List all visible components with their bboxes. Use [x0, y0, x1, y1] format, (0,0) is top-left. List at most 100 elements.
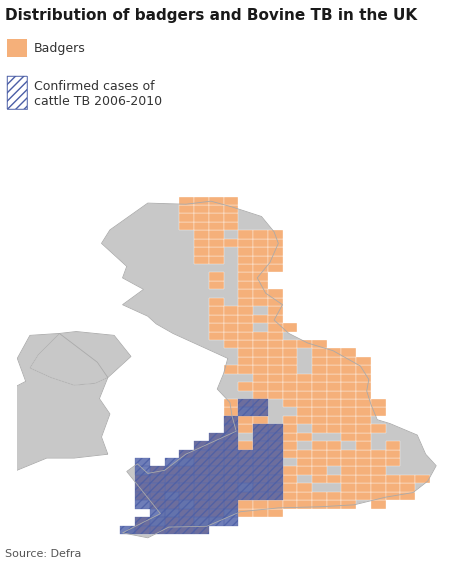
Bar — [194, 500, 208, 508]
Bar — [194, 214, 208, 222]
Bar — [267, 349, 282, 357]
Bar — [356, 467, 370, 475]
Bar — [267, 500, 282, 508]
Bar — [282, 390, 297, 399]
Bar — [252, 441, 267, 450]
Bar — [238, 289, 252, 298]
Bar — [150, 492, 164, 500]
Bar — [194, 525, 208, 534]
Bar — [370, 399, 385, 407]
Bar — [252, 492, 267, 500]
Bar — [238, 407, 252, 416]
Bar — [356, 492, 370, 500]
Bar — [326, 366, 341, 373]
Bar — [311, 441, 326, 450]
Bar — [238, 366, 252, 373]
Bar — [297, 450, 311, 458]
Bar — [223, 450, 238, 458]
Bar — [341, 500, 356, 508]
Bar — [414, 475, 429, 484]
Bar — [252, 458, 267, 467]
Bar — [297, 458, 311, 467]
Bar — [341, 382, 356, 390]
Bar — [311, 467, 326, 475]
Bar — [179, 467, 194, 475]
Bar — [282, 373, 297, 382]
Bar — [208, 433, 223, 441]
Bar — [150, 525, 164, 534]
Bar — [311, 407, 326, 416]
Bar — [208, 214, 223, 222]
Bar — [238, 399, 252, 407]
Bar — [267, 467, 282, 475]
Bar — [356, 458, 370, 467]
Bar — [208, 255, 223, 264]
Bar — [135, 492, 150, 500]
Bar — [223, 517, 238, 525]
Bar — [179, 492, 194, 500]
Bar — [208, 450, 223, 458]
Bar — [150, 500, 164, 508]
Bar — [267, 289, 282, 298]
Bar — [223, 416, 238, 424]
Bar — [208, 222, 223, 231]
Bar — [208, 231, 223, 239]
Bar — [267, 450, 282, 458]
Bar — [267, 366, 282, 373]
Bar — [238, 239, 252, 247]
Bar — [267, 484, 282, 492]
Bar — [238, 281, 252, 289]
Bar — [326, 500, 341, 508]
Bar — [194, 205, 208, 214]
Bar — [238, 508, 252, 517]
Bar — [208, 272, 223, 281]
Bar — [208, 484, 223, 492]
Bar — [356, 416, 370, 424]
Bar — [311, 475, 326, 484]
Bar — [150, 467, 164, 475]
Bar — [282, 366, 297, 373]
Bar — [341, 458, 356, 467]
Bar — [252, 231, 267, 239]
Bar — [297, 340, 311, 349]
Bar — [252, 281, 267, 289]
Bar — [297, 390, 311, 399]
Bar — [238, 467, 252, 475]
Bar — [252, 264, 267, 272]
Text: Source: Defra: Source: Defra — [5, 549, 81, 559]
Bar — [223, 484, 238, 492]
Bar — [208, 508, 223, 517]
Bar — [208, 492, 223, 500]
Bar — [326, 424, 341, 433]
Bar — [150, 525, 164, 534]
Bar — [194, 484, 208, 492]
Bar — [194, 239, 208, 247]
Bar — [297, 500, 311, 508]
Bar — [311, 450, 326, 458]
Bar — [179, 450, 194, 458]
Bar — [238, 340, 252, 349]
Bar — [223, 306, 238, 315]
Bar — [208, 500, 223, 508]
Bar — [370, 484, 385, 492]
Bar — [252, 366, 267, 373]
Bar — [252, 407, 267, 416]
Bar — [208, 517, 223, 525]
Bar — [150, 517, 164, 525]
Bar — [311, 390, 326, 399]
Bar — [356, 424, 370, 433]
Bar — [282, 467, 297, 475]
Bar — [194, 458, 208, 467]
Bar — [356, 390, 370, 399]
Bar — [326, 441, 341, 450]
Bar — [370, 424, 385, 433]
Bar — [370, 467, 385, 475]
Bar — [238, 399, 252, 407]
Bar — [238, 315, 252, 323]
Bar — [194, 475, 208, 484]
Bar — [208, 281, 223, 289]
Bar — [194, 508, 208, 517]
Bar — [385, 458, 400, 467]
Text: Badgers: Badgers — [33, 42, 85, 55]
Bar — [341, 373, 356, 382]
